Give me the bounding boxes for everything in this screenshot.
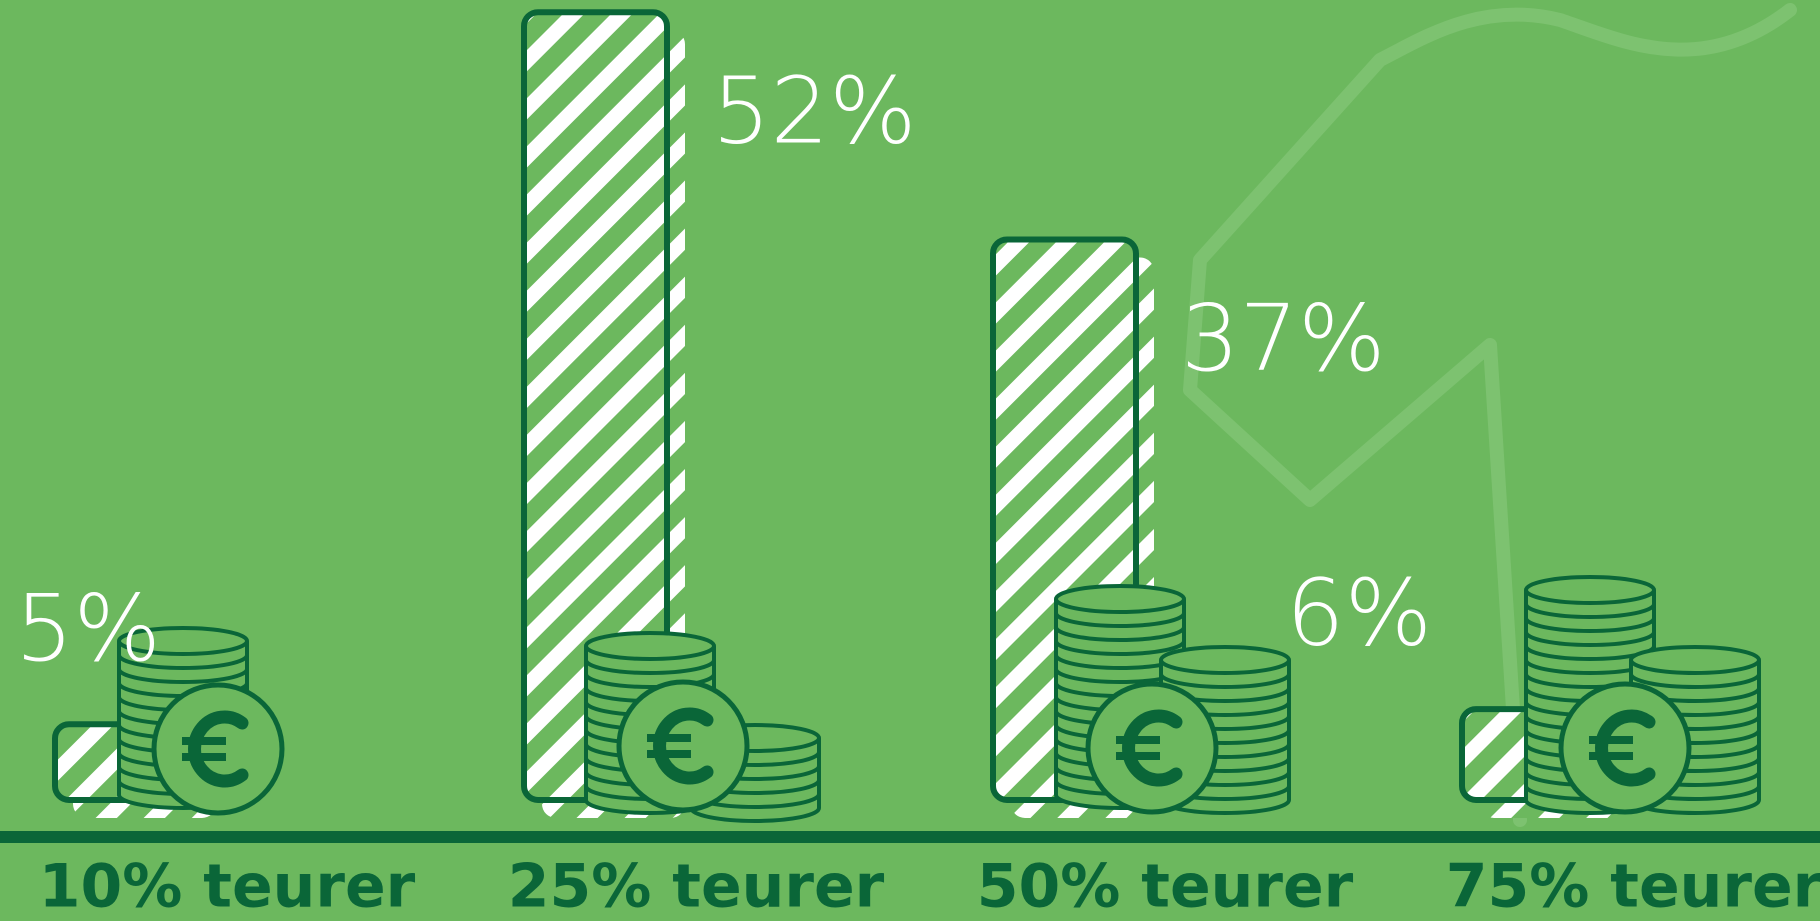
- value-label: 6%: [1286, 560, 1432, 667]
- coin-top: [1526, 577, 1654, 603]
- x-tick-label: 75% teurer: [1446, 852, 1820, 921]
- x-tick-label: 25% teurer: [508, 852, 885, 921]
- value-label: 52%: [712, 58, 916, 165]
- value-label: 37%: [1181, 285, 1385, 392]
- euro-coin: [619, 682, 747, 810]
- coin-top: [1631, 647, 1759, 673]
- euro-coin: [1088, 684, 1216, 812]
- coin-top: [1161, 647, 1289, 673]
- coin-top: [1056, 586, 1184, 612]
- coin-face: [619, 682, 747, 810]
- x-tick-label: 10% teurer: [39, 852, 416, 921]
- euro-coin: [1561, 684, 1689, 812]
- coin-top: [586, 633, 714, 659]
- coin-face: [1088, 684, 1216, 812]
- value-label: 5%: [15, 575, 161, 682]
- euro-coin: [154, 685, 282, 813]
- page: {"chart_data": {"type": "bar", "categori…: [0, 0, 1820, 921]
- coin-face: [154, 685, 282, 813]
- x-tick-label: 50% teurer: [977, 852, 1354, 921]
- chart: 5% 10% teurer 52% 25% teurer 37% 50% teurer 6%…: [0, 0, 1820, 921]
- coin-face: [1561, 684, 1689, 812]
